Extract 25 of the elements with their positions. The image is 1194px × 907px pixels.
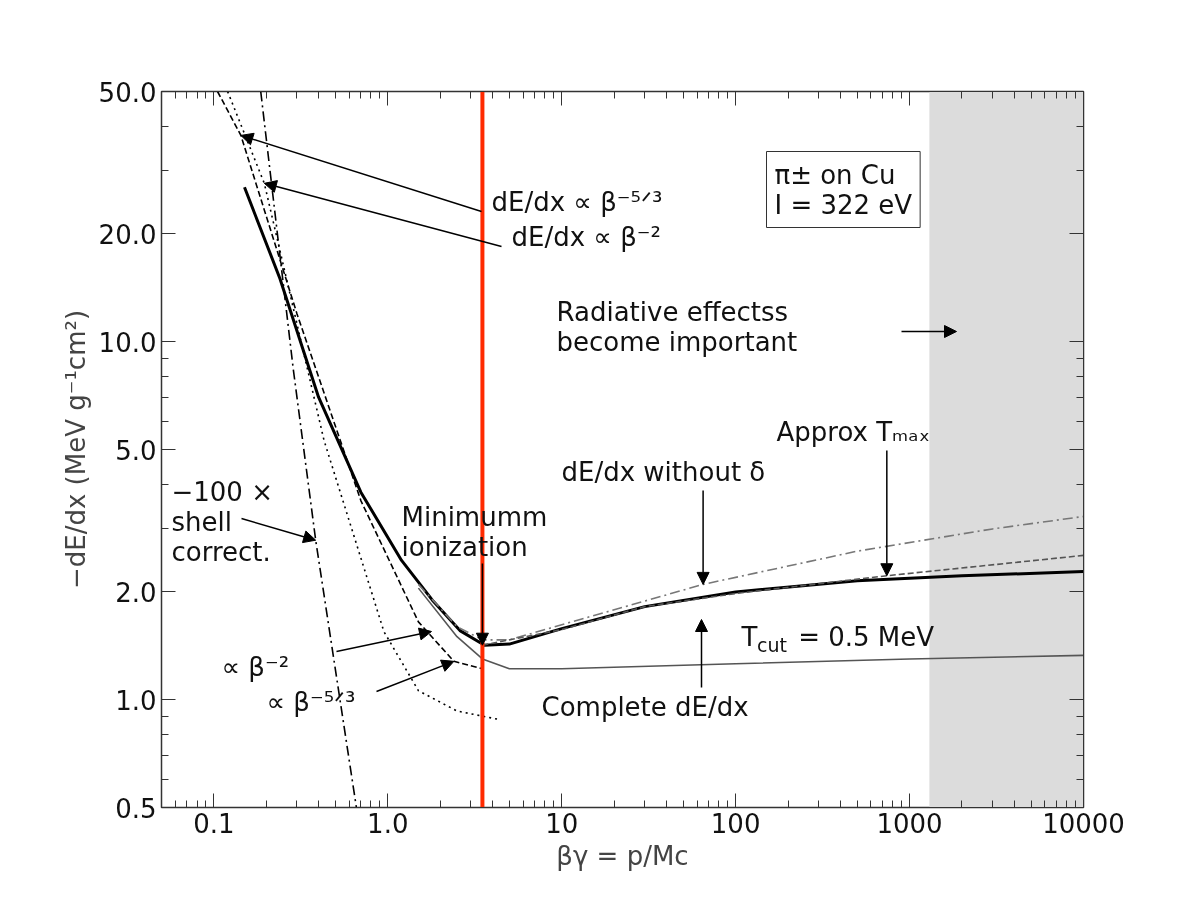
y-tick-label: 1.0 [115,685,157,716]
x-tick-label: 1000 [876,808,943,839]
annotation: dE/dx ∝ β⁻⁵ᐟ³ [491,186,663,217]
annotation: dE/dx without δ [561,456,766,487]
annotation: Radiative effectss become important [556,296,798,357]
y-tick-label: 5.0 [115,435,157,466]
y-tick-label: 2.0 [115,577,157,608]
y-axis-title: −dE/dx (MeV g⁻¹cm²) [60,309,91,590]
annotation: ∝ β⁻² [221,651,290,682]
x-tick-label: 100 [710,808,761,839]
x-axis-title: βγ = p/Mc [556,840,689,871]
x-tick-label: 10000 [1042,808,1125,839]
y-tick-label: 10.0 [98,327,157,358]
y-tick-label: 0.5 [115,793,157,824]
x-tick-label: 10 [545,808,579,839]
annotation: −100 × shell correct. [171,476,273,567]
annotation: π± on Cu I = 322 eV [774,159,913,220]
annotation: Complete dE/dx [541,691,749,722]
annotation: dE/dx ∝ β⁻² [511,221,661,252]
x-tick-label: 1.0 [367,808,409,839]
y-tick-label: 20.0 [98,219,157,250]
y-tick-label: 50.0 [98,77,157,108]
annotation: ∝ β⁻⁵ᐟ³ [266,686,356,717]
annotation: Approx Tₘₐₓ [776,416,930,447]
x-tick-label: 0.1 [193,808,235,839]
